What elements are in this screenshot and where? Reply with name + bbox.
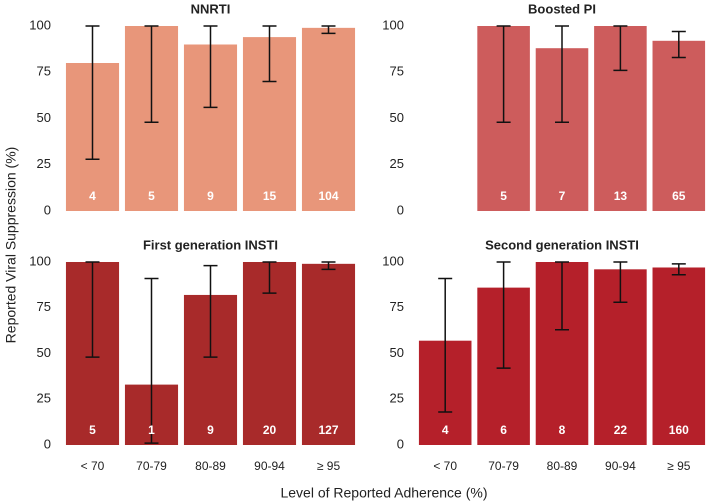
y-tick-label: 100 bbox=[382, 17, 404, 32]
x-tick-label: 70-79 bbox=[136, 459, 167, 473]
count-label: 6 bbox=[500, 423, 507, 437]
y-tick-label: 0 bbox=[397, 202, 404, 217]
bar bbox=[652, 267, 706, 445]
y-tick-label: 50 bbox=[37, 345, 51, 360]
bar bbox=[301, 263, 356, 445]
count-label: 13 bbox=[614, 189, 628, 203]
error-bar bbox=[262, 261, 277, 294]
error-bar bbox=[555, 261, 569, 331]
x-tick-label: 70-79 bbox=[488, 459, 519, 473]
panel-title: NNRTI bbox=[191, 1, 231, 16]
count-label: 5 bbox=[500, 189, 507, 203]
count-label: 9 bbox=[207, 189, 214, 203]
y-tick-label: 0 bbox=[44, 436, 51, 451]
x-tick-label: 90-94 bbox=[605, 459, 636, 473]
y-tick-label: 75 bbox=[37, 64, 51, 79]
y-tick-label: 0 bbox=[397, 436, 404, 451]
count-label: 5 bbox=[89, 423, 96, 437]
error-bar bbox=[262, 25, 277, 83]
bar bbox=[652, 40, 706, 211]
y-tick-label: 25 bbox=[390, 391, 404, 406]
y-tick-label: 50 bbox=[390, 110, 404, 125]
error-bar bbox=[613, 25, 628, 72]
panel-title: Boosted PI bbox=[528, 1, 596, 16]
error-bar bbox=[555, 25, 569, 123]
y-tick-label: 100 bbox=[29, 17, 51, 32]
error-bar bbox=[144, 25, 159, 123]
y-tick-label: 75 bbox=[37, 299, 51, 314]
y-tick-label: 100 bbox=[382, 253, 404, 268]
count-label: 9 bbox=[207, 423, 214, 437]
count-label: 160 bbox=[669, 423, 689, 437]
count-label: 4 bbox=[89, 189, 96, 203]
count-label: 22 bbox=[614, 423, 628, 437]
y-tick-label: 25 bbox=[37, 391, 51, 406]
x-tick-label: 80-89 bbox=[195, 459, 226, 473]
error-bar bbox=[321, 261, 336, 271]
error-bar bbox=[85, 25, 100, 160]
y-tick-label: 25 bbox=[37, 156, 51, 171]
count-label: 1 bbox=[148, 423, 155, 437]
y-tick-label: 50 bbox=[390, 345, 404, 360]
error-bar bbox=[671, 263, 686, 276]
count-label: 4 bbox=[442, 423, 449, 437]
x-tick-label: ≥ 95 bbox=[667, 459, 691, 473]
error-bar bbox=[613, 261, 628, 304]
x-tick-label: 90-94 bbox=[254, 459, 285, 473]
count-label: 8 bbox=[559, 423, 566, 437]
x-tick-label: < 70 bbox=[81, 459, 105, 473]
error-bar bbox=[203, 264, 218, 358]
y-tick-label: 50 bbox=[37, 110, 51, 125]
count-label: 15 bbox=[263, 189, 277, 203]
panel-title: First generation INSTI bbox=[143, 237, 278, 252]
x-axis-title: Level of Reported Adherence (%) bbox=[280, 485, 487, 501]
x-tick-label: ≥ 95 bbox=[317, 459, 341, 473]
y-tick-label: 25 bbox=[390, 156, 404, 171]
count-label: 5 bbox=[148, 189, 155, 203]
count-label: 104 bbox=[318, 189, 338, 203]
error-bar bbox=[321, 25, 336, 35]
y-tick-label: 75 bbox=[390, 299, 404, 314]
error-bar bbox=[438, 277, 453, 413]
x-tick-label: 80-89 bbox=[547, 459, 578, 473]
y-tick-label: 75 bbox=[390, 64, 404, 79]
y-axis-title: Reported Viral Suppression (%) bbox=[3, 147, 19, 344]
x-tick-label: < 70 bbox=[433, 459, 457, 473]
error-bar bbox=[496, 261, 511, 369]
bar bbox=[301, 27, 356, 211]
error-bar bbox=[85, 261, 100, 358]
count-label: 127 bbox=[318, 423, 338, 437]
count-label: 65 bbox=[672, 189, 686, 203]
panel-title: Second generation INSTI bbox=[485, 237, 639, 252]
y-tick-label: 0 bbox=[44, 202, 51, 217]
error-bar bbox=[144, 277, 159, 444]
count-label: 20 bbox=[263, 423, 277, 437]
error-bar bbox=[496, 25, 511, 123]
error-bar bbox=[203, 25, 218, 109]
y-tick-label: 100 bbox=[29, 253, 51, 268]
count-label: 7 bbox=[559, 189, 566, 203]
error-bar bbox=[671, 30, 686, 59]
